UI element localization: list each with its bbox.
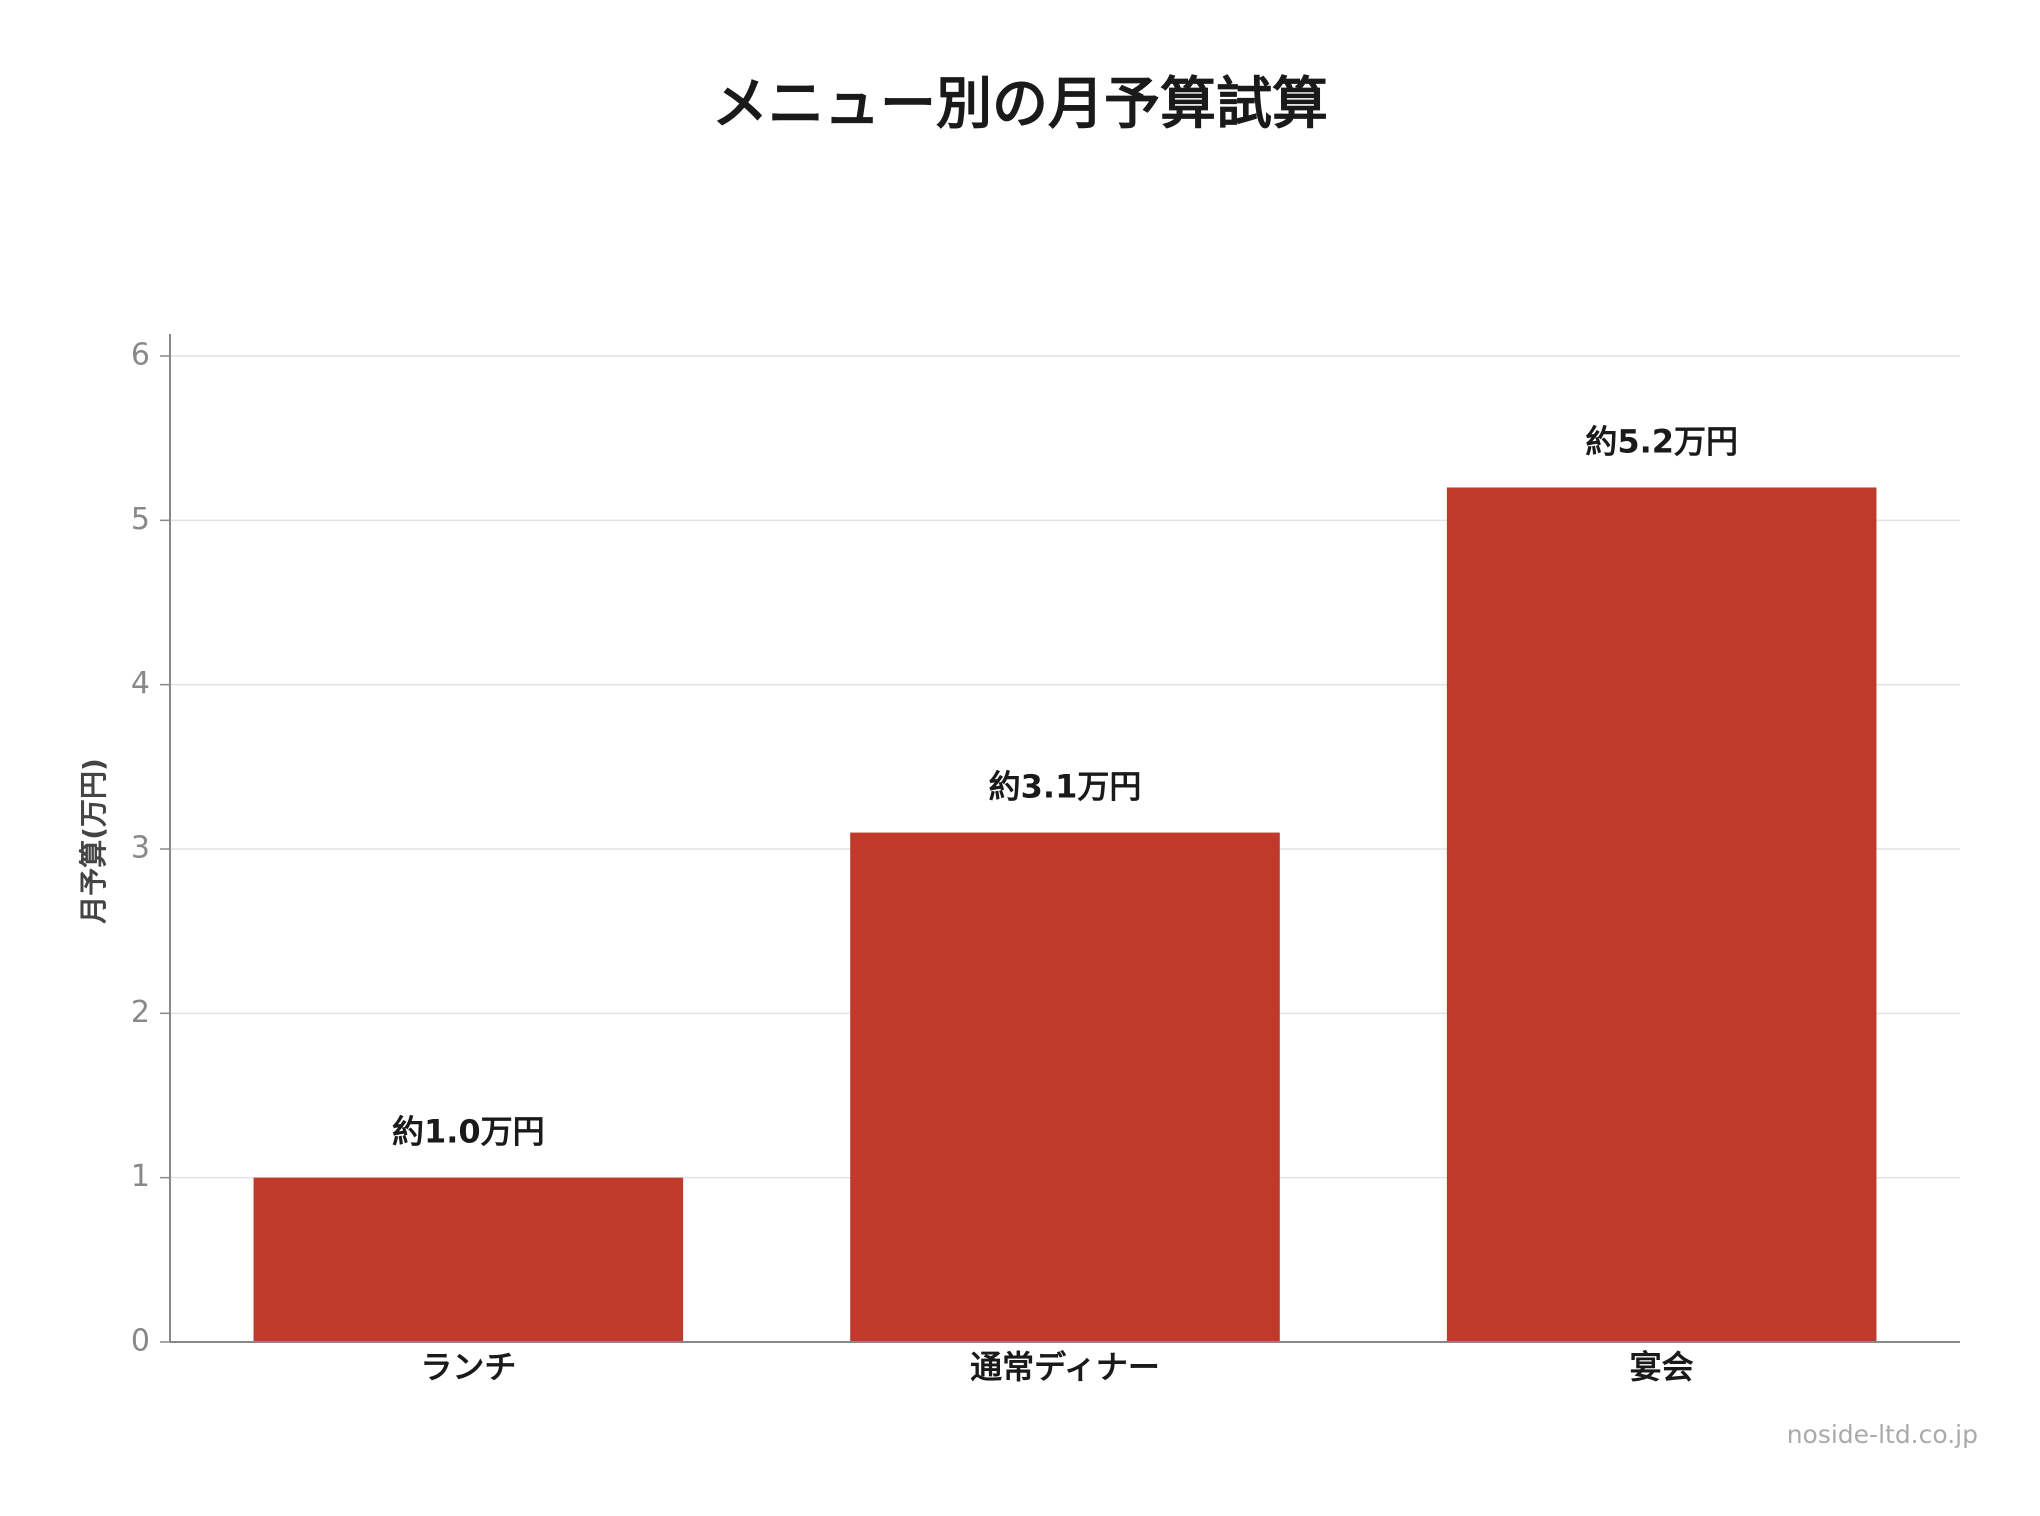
- y-tick-label: 2: [131, 995, 150, 1030]
- x-tick-label: 通常ディナー: [970, 1348, 1160, 1386]
- bar: [1446, 487, 1877, 1342]
- value-label: 約5.2万円: [1585, 422, 1738, 460]
- y-tick-label: 4: [131, 666, 150, 701]
- y-tick-label: 5: [131, 502, 150, 537]
- watermark: noside-ltd.co.jp: [1787, 1420, 1978, 1449]
- y-tick-label: 1: [131, 1159, 150, 1194]
- y-axis-label: 月予算(万円): [77, 758, 110, 925]
- y-tick-label: 3: [131, 831, 150, 866]
- bar: [253, 1177, 684, 1342]
- y-tick-label: 0: [131, 1324, 150, 1359]
- x-tick-label: 宴会: [1630, 1348, 1694, 1386]
- value-label: 約1.0万円: [392, 1113, 545, 1151]
- value-label: 約3.1万円: [989, 768, 1142, 806]
- x-tick-label: ランチ: [420, 1348, 516, 1386]
- chart-title: メニュー別の月予算試算: [712, 72, 1328, 137]
- bar: [850, 832, 1280, 1342]
- y-tick-label: 6: [131, 338, 150, 373]
